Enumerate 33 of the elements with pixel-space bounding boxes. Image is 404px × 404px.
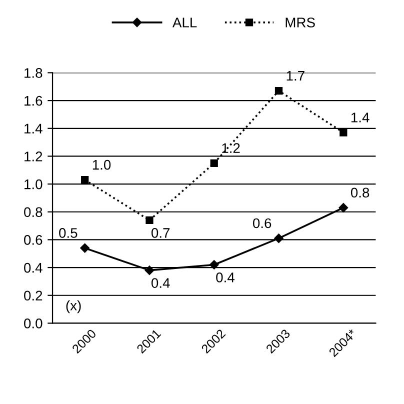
data-label: 1.7 xyxy=(286,70,304,81)
data-label: 0.6 xyxy=(252,218,272,228)
y-tick-label: 0.2 xyxy=(24,290,42,301)
point xyxy=(340,128,348,136)
legend-label: MRS xyxy=(286,18,315,28)
y-tick-label: 1.0 xyxy=(24,179,42,190)
data-label: 0.5 xyxy=(59,228,78,238)
point xyxy=(338,203,348,212)
point xyxy=(210,159,218,167)
y-tick-label: 0.4 xyxy=(24,262,42,273)
y-tick-label: 1.2 xyxy=(24,152,42,162)
data-label: 0.4 xyxy=(151,278,170,288)
data-label: 1.4 xyxy=(351,112,370,122)
point xyxy=(146,216,154,224)
point xyxy=(209,260,219,270)
data-label: 0.4 xyxy=(216,272,234,282)
data-label: 0.7 xyxy=(151,228,170,238)
data-label: 1.2 xyxy=(222,143,240,153)
y-tick-label: 1.8 xyxy=(24,68,42,78)
point xyxy=(274,234,284,243)
y-tick-label: 0.8 xyxy=(24,207,42,218)
point xyxy=(80,243,90,253)
y-tick-label: 0.6 xyxy=(24,235,42,245)
data-label: 1.0 xyxy=(92,160,111,170)
point xyxy=(144,266,154,275)
y-tick-label: 0.0 xyxy=(24,318,42,328)
y-tick-label: 1.4 xyxy=(24,124,42,134)
data-label: 0.8 xyxy=(350,188,370,198)
annotation: (x) xyxy=(66,300,81,314)
y-tick-label: 1.6 xyxy=(24,96,42,106)
point xyxy=(274,86,283,95)
point xyxy=(81,176,89,184)
legend-label: ALL xyxy=(172,18,197,28)
